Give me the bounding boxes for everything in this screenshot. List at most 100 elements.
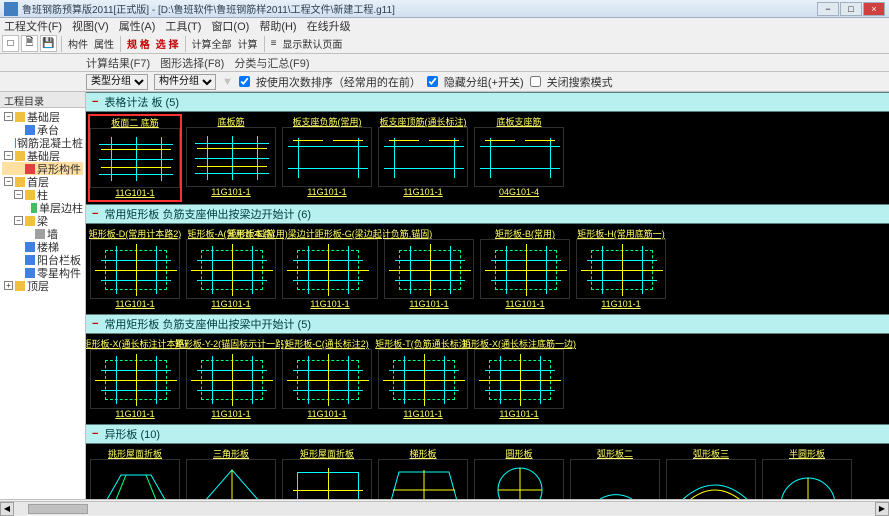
thumb-preview xyxy=(186,127,276,187)
toolbar-label-1[interactable]: 属性 xyxy=(94,36,114,51)
expander-icon[interactable]: − xyxy=(4,112,13,121)
thumbnail-1-0[interactable]: 矩形板-D(常用计本路2)11G101-1 xyxy=(88,226,182,312)
thumbnail-3-0[interactable]: 挑形屋面折板11G101-1 xyxy=(88,446,182,499)
thumbnail-3-7[interactable]: 半圆形板11G101-1 xyxy=(760,446,854,499)
sub-tab-1[interactable]: 图形选择(F8) xyxy=(160,55,224,71)
close-search-label: 关闭搜索模式 xyxy=(547,74,613,90)
toolbar-label-2[interactable]: 规 格 xyxy=(127,36,150,51)
expander-icon[interactable]: − xyxy=(4,177,13,186)
scroll-right-button[interactable]: ▶ xyxy=(875,502,889,516)
expander-icon[interactable]: − xyxy=(14,216,23,225)
thumb-code: 11G101-1 xyxy=(211,409,250,421)
thumb-title: 板支座负筋(常用) xyxy=(293,115,362,127)
thumbnail-0-2[interactable]: 板支座负筋(常用)11G101-1 xyxy=(280,114,374,202)
group-header-0[interactable]: −表格计法 板 (5) xyxy=(86,92,889,112)
thumb-row-1: 矩形板-D(常用计本路2)11G101-1矩形板-A(常用计本路)11G101-… xyxy=(86,224,889,314)
minimize-button[interactable]: − xyxy=(817,2,839,16)
scroll-left-button[interactable]: ◀ xyxy=(0,502,14,516)
menu-3[interactable]: 工具(T) xyxy=(165,18,201,34)
thumbnail-3-6[interactable]: 弧形板三11G101-1 xyxy=(664,446,758,499)
thumb-preview xyxy=(282,127,372,187)
thumbnail-0-1[interactable]: 底板筋11G101-1 xyxy=(184,114,278,202)
menu-2[interactable]: 属性(A) xyxy=(119,18,156,34)
menu-1[interactable]: 视图(V) xyxy=(72,18,109,34)
expander-icon[interactable]: − xyxy=(14,190,23,199)
toolbar-label-5[interactable]: 计算 xyxy=(238,36,258,51)
thumb-preview xyxy=(90,239,180,299)
group-title: 常用矩形板 负筋支座伸出按梁中开始计 (5) xyxy=(104,316,311,332)
horizontal-scrollbar[interactable]: ◀ ▶ xyxy=(0,501,889,515)
node-icon xyxy=(15,151,25,161)
thumbnail-3-3[interactable]: 梯形板11G101-1 xyxy=(376,446,470,499)
menu-5[interactable]: 帮助(H) xyxy=(259,18,296,34)
content-area[interactable]: −表格计法 板 (5)板面二 底筋11G101-1底板筋11G101-1板支座负… xyxy=(86,92,889,499)
thumbnail-1-3[interactable]: 11G101-1 xyxy=(382,226,476,312)
toolbar-button-2[interactable]: 💾 xyxy=(40,35,57,52)
toolbar-label-6[interactable]: ≡ xyxy=(271,38,277,49)
toolbar-button-0[interactable]: □ xyxy=(2,35,19,52)
sidebar-title: 工程目录 xyxy=(0,92,85,108)
group-header-3[interactable]: −异形板 (10) xyxy=(86,424,889,444)
thumb-title: 挑形屋面折板 xyxy=(108,447,162,459)
thumbnail-1-4[interactable]: 矩形板-B(常用)11G101-1 xyxy=(478,226,572,312)
toolbar-label-3[interactable]: 选 择 xyxy=(156,36,179,51)
toolbar-label-7[interactable]: 显示默认页面 xyxy=(282,36,342,51)
thumb-title: 矩形板-T(负筋通长标注) xyxy=(375,337,471,349)
thumb-title: 矩形板-D(常用计本路2) xyxy=(89,227,182,239)
thumbnail-2-0[interactable]: 矩形板-X(通长标注计本路)11G101-1 xyxy=(88,336,182,422)
thumb-code: 11G101-1 xyxy=(115,409,154,421)
component-group-select[interactable]: 构件分组 xyxy=(154,74,216,90)
thumbnail-3-1[interactable]: 三角形板11G101-1 xyxy=(184,446,278,499)
thumbnail-2-4[interactable]: 矩形板-X(通长标注底筋一边)11G101-1 xyxy=(472,336,566,422)
collapse-icon[interactable]: − xyxy=(92,318,98,330)
node-icon xyxy=(25,125,35,135)
thumbnail-3-5[interactable]: 弧形板二11G101-1 xyxy=(568,446,662,499)
thumbnail-3-4[interactable]: 圆形板11G101-1 xyxy=(472,446,566,499)
close-search-checkbox[interactable] xyxy=(530,76,541,87)
sub-tab-2[interactable]: 分类与汇总(F9) xyxy=(234,55,309,71)
thumbnail-1-2[interactable]: 矩形板-E(常用)梁边计距形板-G(梁边起计负筋,锚固)11G101-1 xyxy=(280,226,380,312)
thumb-title: 底板支座筋 xyxy=(496,115,541,127)
close-button[interactable]: × xyxy=(863,2,885,16)
group-header-1[interactable]: −常用矩形板 负筋支座伸出按梁边开始计 (6) xyxy=(86,204,889,224)
thumb-title: 弧形板二 xyxy=(597,447,633,459)
toolbar-button-1[interactable]: 🗎 xyxy=(21,35,38,52)
collapse-icon[interactable]: − xyxy=(92,96,98,108)
collapse-icon[interactable]: − xyxy=(92,208,98,220)
menu-0[interactable]: 工程文件(F) xyxy=(4,18,62,34)
expander-icon[interactable]: + xyxy=(4,281,13,290)
thumbnail-3-2[interactable]: 矩形屋面折板11G101-1 xyxy=(280,446,374,499)
thumbnail-0-4[interactable]: 底板支座筋04G101-4 xyxy=(472,114,566,202)
type-group-select[interactable]: 类型分组 xyxy=(86,74,148,90)
thumb-preview xyxy=(282,459,372,499)
thumb-title: 矩形板-X(通长标注计本路) xyxy=(86,337,188,349)
node-icon xyxy=(15,177,25,187)
tree-node-13[interactable]: +顶层 xyxy=(2,279,83,292)
collapse-icon[interactable]: − xyxy=(92,428,98,440)
sub-tab-0[interactable]: 计算结果(F7) xyxy=(86,55,150,71)
thumbnail-1-1[interactable]: 矩形板-A(常用计本路)11G101-1 xyxy=(184,226,278,312)
sort-by-usage-checkbox[interactable] xyxy=(239,76,250,87)
thumbnail-0-3[interactable]: 板支座顶筋(通长标注)11G101-1 xyxy=(376,114,470,202)
toolbar-label-0[interactable]: 构件 xyxy=(68,36,88,51)
thumbnail-0-0[interactable]: 板面二 底筋11G101-1 xyxy=(88,114,182,202)
tree-node-8[interactable]: −梁 xyxy=(2,214,83,227)
hide-group-checkbox[interactable] xyxy=(427,76,438,87)
menu-6[interactable]: 在线升级 xyxy=(307,18,351,34)
thumbnail-2-2[interactable]: 矩形板-C(通长标注2)11G101-1 xyxy=(280,336,374,422)
thumbnail-2-3[interactable]: 矩形板-T(负筋通长标注)11G101-1 xyxy=(376,336,470,422)
thumbnail-1-5[interactable]: 矩形板-H(常用底筋一)11G101-1 xyxy=(574,226,668,312)
thumb-title: 矩形屋面折板 xyxy=(300,447,354,459)
filter-bar: 类型分组 构件分组 ▼ 按使用次数排序（经常用的在前） 隐藏分组(+开关) 关闭… xyxy=(0,72,889,92)
scroll-thumb[interactable] xyxy=(28,504,88,514)
toolbar-label-4[interactable]: 计算全部 xyxy=(192,36,232,51)
menu-4[interactable]: 窗口(O) xyxy=(211,18,249,34)
maximize-button[interactable]: □ xyxy=(840,2,862,16)
expander-icon[interactable]: − xyxy=(4,151,13,160)
group-header-2[interactable]: −常用矩形板 负筋支座伸出按梁中开始计 (5) xyxy=(86,314,889,334)
thumb-preview xyxy=(282,349,372,409)
thumbnail-2-1[interactable]: 矩形板-Y-2(锚固标示计一路)11G101-1 xyxy=(184,336,278,422)
group-title: 异形板 (10) xyxy=(104,426,160,442)
thumb-code: 11G101-1 xyxy=(211,187,250,199)
thumb-title: 板面二 底筋 xyxy=(111,116,159,128)
